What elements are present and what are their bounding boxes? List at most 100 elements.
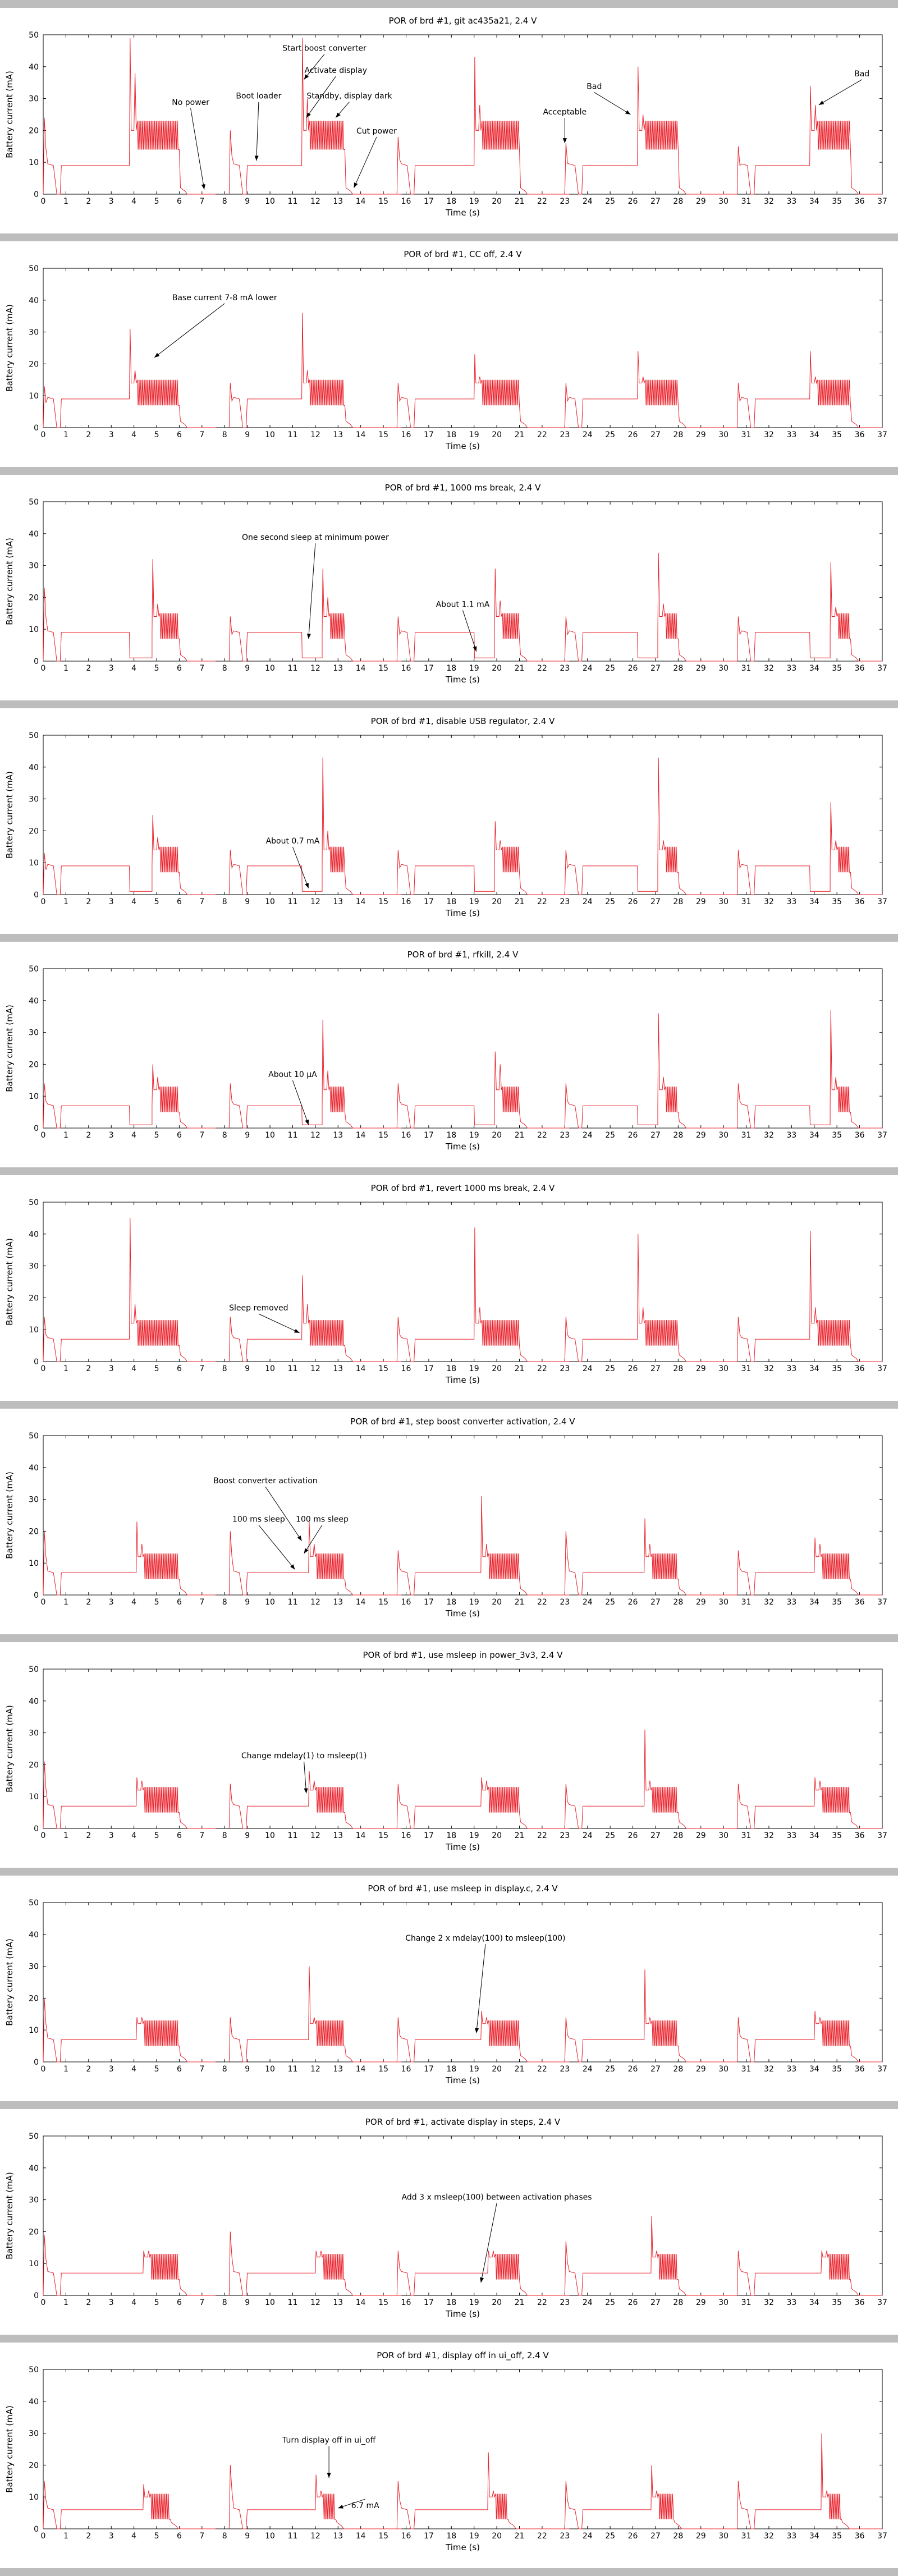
x-tick-label: 28 <box>673 1831 683 1840</box>
plot-frame <box>43 1669 883 1829</box>
annotation-arrow <box>292 1080 309 1125</box>
x-tick-label: 36 <box>855 2065 865 2074</box>
x-tick-label: 1 <box>63 1598 68 1607</box>
x-tick-label: 25 <box>605 430 615 439</box>
x-tick-label: 14 <box>356 2065 366 2074</box>
x-tick-label: 31 <box>741 897 752 906</box>
annotation-arrow <box>462 610 477 652</box>
x-tick-label: 20 <box>492 1364 502 1373</box>
x-tick-label: 5 <box>154 1364 159 1373</box>
x-tick-label: 7 <box>199 664 204 673</box>
x-tick-label: 9 <box>245 430 250 439</box>
x-tick-label: 24 <box>583 197 593 206</box>
x-tick-label: 2 <box>86 664 91 673</box>
annotation-text: About 1.1 mA <box>436 600 490 609</box>
annotation-arrow <box>154 303 225 358</box>
annotation-text: 100 ms sleep <box>232 1515 285 1524</box>
y-tick-label: 30 <box>29 1029 39 1038</box>
x-tick-label: 12 <box>310 1598 320 1607</box>
x-axis-label: Time (s) <box>445 1608 480 1619</box>
x-tick-label: 36 <box>855 897 865 906</box>
x-axis-label: Time (s) <box>445 208 480 218</box>
x-tick-label: 30 <box>718 1831 729 1840</box>
annotation: No power <box>172 98 209 190</box>
y-tick-label: 20 <box>29 1527 39 1536</box>
x-tick-label: 22 <box>537 430 547 439</box>
x-tick-label: 33 <box>786 897 796 906</box>
x-tick-label: 14 <box>356 1131 366 1140</box>
x-tick-label: 28 <box>673 1131 683 1140</box>
y-tick-label: 20 <box>29 126 39 135</box>
x-tick-label: 35 <box>832 2065 842 2074</box>
x-tick-label: 32 <box>764 1598 774 1607</box>
x-tick-label: 25 <box>605 664 615 673</box>
series-trace-cycle <box>43 1998 216 2062</box>
x-tick-label: 26 <box>628 2532 638 2541</box>
annotation-text: No power <box>172 98 209 107</box>
x-tick-label: 14 <box>356 1364 366 1373</box>
series-trace-cycle <box>228 313 402 428</box>
y-tick-label: 0 <box>34 1124 39 1133</box>
x-tick-label: 26 <box>628 1364 638 1373</box>
y-axis-label: Battery current (mA) <box>4 71 15 158</box>
y-tick-label: 30 <box>29 2196 39 2205</box>
x-tick-label: 34 <box>809 430 819 439</box>
x-tick-label: 25 <box>605 2065 615 2074</box>
plot-frame <box>43 735 883 895</box>
x-tick-label: 24 <box>583 2298 593 2307</box>
x-tick-label: 6 <box>177 1598 182 1607</box>
x-tick-label: 3 <box>109 897 114 906</box>
x-tick-label: 24 <box>583 1364 593 1373</box>
x-tick-label: 12 <box>310 1131 320 1140</box>
series-trace-cycle <box>228 1275 402 1362</box>
y-tick-label: 0 <box>34 1591 39 1600</box>
x-tick-label: 5 <box>154 197 159 206</box>
x-tick-label: 9 <box>245 2065 250 2074</box>
x-tick-label: 12 <box>310 2532 320 2541</box>
x-tick-label: 31 <box>741 1831 752 1840</box>
x-tick-label: 15 <box>378 2532 388 2541</box>
annotation-text: Base current 7-8 mA lower <box>172 294 277 302</box>
y-tick-label: 30 <box>29 795 39 804</box>
annotation: Boost converter activation <box>213 1477 318 1541</box>
series-trace-cycle <box>396 1496 570 1596</box>
x-tick-label: 1 <box>63 2298 68 2307</box>
y-tick-label: 0 <box>34 2525 39 2534</box>
x-tick-label: 32 <box>764 430 774 439</box>
y-tick-label: 50 <box>29 1899 39 1908</box>
y-tick-label: 10 <box>29 158 39 167</box>
series-trace-cycle <box>228 569 402 662</box>
x-tick-label: 36 <box>855 1364 865 1373</box>
y-tick-label: 40 <box>29 2398 39 2407</box>
y-tick-label: 30 <box>29 1729 39 1738</box>
x-tick-label: 8 <box>222 1131 227 1140</box>
y-tick-label: 50 <box>29 498 39 507</box>
series-trace-cycle <box>736 562 882 662</box>
annotation: Acceptable <box>543 108 587 144</box>
annotation-text: Change mdelay(1) to msleep(1) <box>241 1752 367 1761</box>
x-axis-label: Time (s) <box>445 441 480 451</box>
y-tick-label: 20 <box>29 360 39 369</box>
x-tick-label: 1 <box>63 664 68 673</box>
x-tick-label: 31 <box>741 2298 752 2307</box>
x-tick-label: 7 <box>199 2298 204 2307</box>
x-tick-label: 30 <box>718 664 729 673</box>
x-tick-label: 7 <box>199 897 204 906</box>
series-trace-cycle <box>43 2235 216 2296</box>
x-tick-label: 6 <box>177 2532 182 2541</box>
x-tick-label: 10 <box>265 2065 275 2074</box>
x-tick-label: 5 <box>154 1598 159 1607</box>
x-tick-label: 0 <box>41 664 46 673</box>
y-tick-label: 50 <box>29 731 39 740</box>
y-axis-label: Battery current (mA) <box>4 1005 15 1092</box>
panel-separator <box>0 2568 898 2576</box>
x-tick-label: 32 <box>764 897 774 906</box>
annotation: About 0.7 mA <box>266 837 320 888</box>
series-trace-cycle <box>736 351 882 428</box>
x-tick-label: 17 <box>424 664 434 673</box>
x-tick-label: 19 <box>469 1598 479 1607</box>
x-tick-label: 27 <box>650 2065 661 2074</box>
series-trace-cycle <box>228 2465 402 2529</box>
x-tick-label: 33 <box>786 197 796 206</box>
